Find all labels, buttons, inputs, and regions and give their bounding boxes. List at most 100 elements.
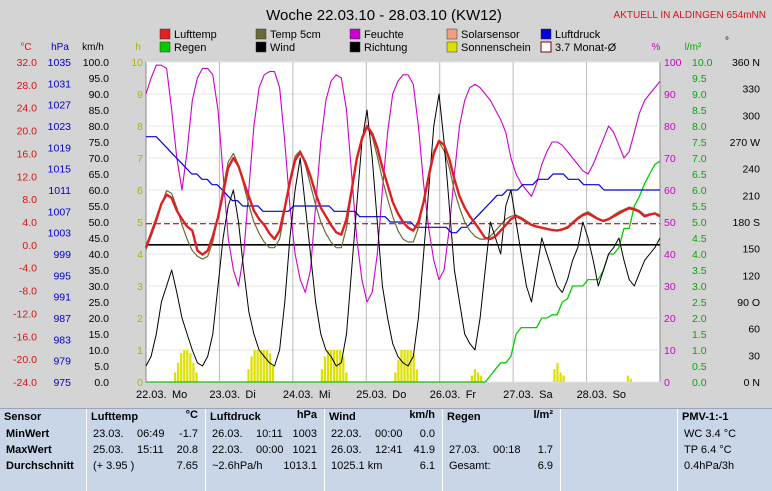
wind-tick-label: 70.0 (89, 153, 110, 165)
rain-unit-label: l/m² (685, 42, 702, 53)
pressure-unit-label: hPa (51, 42, 69, 53)
x-label-date: 28.03. (577, 389, 608, 401)
wind-min-date: 22.03. (331, 428, 362, 440)
row-label-min: MinWert (6, 428, 50, 440)
legend-label: Solarsensor (461, 29, 520, 41)
wind-tick-label: 90.0 (89, 89, 110, 101)
sunshine-bar (323, 356, 327, 382)
legend-item: Temp 5cm (255, 28, 321, 41)
pressure-tick-label: 983 (53, 334, 71, 346)
rain-tick-label: 6.0 (692, 185, 707, 197)
rain-tick-label: 5.5 (692, 201, 707, 213)
sensor-column: Sensor MinWert MaxWert Durchschnitt (0, 409, 85, 491)
sunshine-bar (259, 350, 262, 382)
temp-tick-label: -16.0 (13, 331, 37, 343)
sunshine-bar (559, 372, 562, 382)
rain-tick-label: 6.5 (692, 169, 707, 181)
sunshine-bar (397, 359, 400, 382)
pressure-tick-label: 1015 (48, 164, 72, 176)
rain-tick-label: 9.0 (692, 89, 707, 101)
sun-tick-label: 1 (137, 345, 143, 357)
series-feuchte-line (145, 64, 661, 303)
legend-item: Solarsensor (446, 28, 520, 41)
wind-max-row: 26.03. 12:41 41.9 (325, 442, 441, 458)
regen-max-date: 27.03. (449, 444, 480, 456)
temp-tick-label: -12.0 (13, 308, 37, 320)
lufttemp-max-time: 15:11 (137, 444, 164, 456)
legend: Lufttemp Temp 5cm Feuchte Solarsensor Luftdr… (159, 28, 617, 54)
lufttemp-min-date: 23.03. (93, 428, 124, 440)
rain-tick-label: 3.5 (692, 265, 707, 277)
x-label-date: 27.03. (503, 389, 534, 401)
humidity-tick-label: 0 (664, 377, 670, 389)
temp-tick-label: 32.0 (17, 57, 38, 69)
sunshine-bar (553, 369, 556, 382)
sunshine-bar (186, 350, 189, 382)
humidity-tick-label: 60 (664, 185, 676, 197)
sunshine-bar (412, 353, 415, 382)
legend-label: Luftdruck (555, 29, 601, 41)
pmv-pressure-trend: 0.4hPa/3h (684, 460, 735, 472)
direction-tick-label: 30 (748, 350, 760, 362)
sunshine-bar (479, 375, 483, 382)
sun-tick-label: 8 (137, 121, 143, 133)
pressure-tick-label: 995 (53, 270, 71, 282)
wind-tick-label: 80.0 (89, 121, 110, 133)
sunshine-bar (268, 353, 272, 382)
temp-tick-label: 16.0 (17, 148, 38, 160)
pressure-tick-label: 1035 (48, 57, 72, 69)
direction-tick-label: 330 (742, 84, 760, 96)
temp-tick-label: 24.0 (17, 103, 38, 115)
wind-max-value: 41.9 (413, 444, 435, 456)
wind-tick-label: 40.0 (89, 249, 110, 261)
regen-column: Regen l/m² 27.03. 00:18 1.7 Gesamt: 6.9 (443, 409, 559, 491)
humidity-tick-label: 90 (664, 89, 676, 101)
lufttemp-max-value: 20.8 (176, 444, 198, 456)
pressure-tick-label: 1023 (48, 121, 72, 133)
regen-max-value: 1.7 (537, 444, 553, 456)
sun-unit-label: h (135, 42, 141, 53)
legend-swatch (349, 41, 361, 53)
wind-tick-label: 60.0 (89, 185, 110, 197)
x-label-date: 23.03. (209, 389, 240, 401)
rain-tick-label: 2.0 (692, 313, 707, 325)
temp-tick-label: -20.0 (13, 354, 37, 366)
sensor-header: Sensor (4, 411, 42, 423)
lufttemp-header: Lufttemp (91, 411, 139, 423)
wind-avg-value: 6.1 (419, 460, 435, 472)
wind-tick-label: 75.0 (89, 137, 110, 149)
wind-min-time: 00:00 (375, 428, 403, 440)
lufttemp-column: Lufttemp °C 23.03. 06:49 -1.7 25.03. 15:11 2… (87, 409, 204, 491)
legend-item: 3.7 Monat-Ø (540, 41, 617, 54)
sunshine-bar (247, 369, 250, 382)
pmv-header: PMV-1:-1 (682, 411, 729, 423)
legend-label: Wind (270, 42, 295, 54)
rain-tick-label: 7.0 (692, 153, 707, 165)
sunshine-bar (556, 362, 559, 382)
sunshine-bar (342, 356, 345, 382)
regen-header: Regen (447, 411, 481, 423)
rain-tick-label: 1.0 (692, 345, 707, 357)
pressure-tick-label: 991 (53, 292, 71, 304)
legend-label: Regen (174, 42, 206, 54)
wind-tick-label: 45.0 (89, 233, 110, 245)
direction-tick-label: 60 (748, 324, 760, 336)
direction-unit-label: ° (725, 36, 729, 47)
temp-tick-label: 20.0 (17, 126, 38, 138)
luftdruck-min-row: 26.03. 10:11 1003 (206, 426, 323, 442)
luftdruck-trend: ~2.6hPa/h (212, 460, 263, 472)
pmv-column: PMV-1:-1 WC 3.4 °C TP 6.4 °C 0.4hPa/3h (678, 409, 772, 491)
wind-tick-label: 65.0 (89, 169, 110, 181)
wind-tick-label: 0.0 (94, 377, 109, 389)
legend-swatch (349, 28, 361, 40)
regen-total-value: 6.9 (537, 460, 553, 472)
sun-tick-label: 3 (137, 281, 143, 293)
legend-item: Lufttemp (159, 28, 217, 41)
sun-tick-label: 7 (137, 153, 143, 165)
pressure-tick-label: 979 (53, 356, 71, 368)
sunshine-bar (192, 362, 195, 382)
wind-tick-label: 85.0 (89, 105, 110, 117)
lufttemp-unit: °C (185, 409, 198, 421)
luftdruck-max-date: 22.03. (212, 444, 243, 456)
sunshine-bar (403, 350, 406, 382)
